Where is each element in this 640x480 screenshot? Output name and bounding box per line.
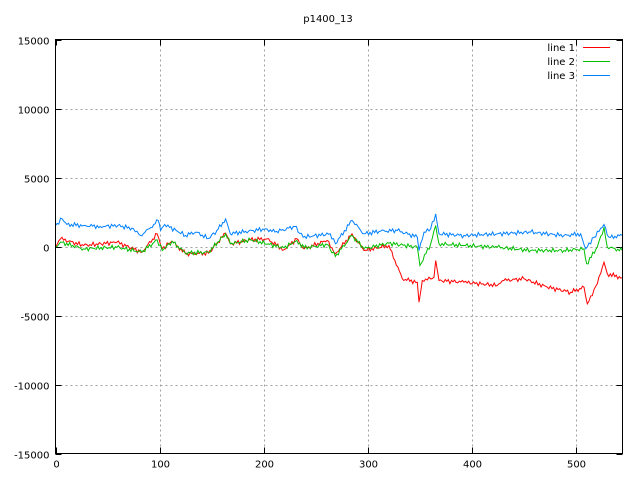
x-tick-label: 400 [463,460,482,471]
x-tick-label: 200 [255,460,274,471]
y-tick-label: -15000 [14,451,49,462]
y-tick-label: -5000 [20,313,49,324]
y-tick-label: 10000 [18,106,50,117]
x-tick-label: 500 [567,460,586,471]
x-tick-label: 100 [151,460,170,471]
legend: line 1 line 2 line 3 [547,43,610,82]
grid [55,39,623,454]
series-group [55,213,623,306]
legend-label: line 3 [547,71,575,82]
legend-label: line 2 [547,57,575,68]
x-tick-label: 300 [359,460,378,471]
y-tick-label: 15000 [18,37,50,48]
y-tick-label: 5000 [24,175,49,186]
series-line-1 [55,232,623,306]
y-tick-label: -10000 [14,382,49,393]
y-tick-label: 0 [43,244,49,255]
chart-title: p1400_13 [303,14,353,25]
plot-border [55,39,623,454]
x-tick-label: 0 [53,460,59,471]
axis-ticks: 0 100 200 300 400 500 -15000 -10000 -5000 0 5000 10… [14,37,623,471]
series-line-3 [55,213,623,251]
legend-label: line 1 [547,43,575,54]
series-line-2 [55,225,623,267]
